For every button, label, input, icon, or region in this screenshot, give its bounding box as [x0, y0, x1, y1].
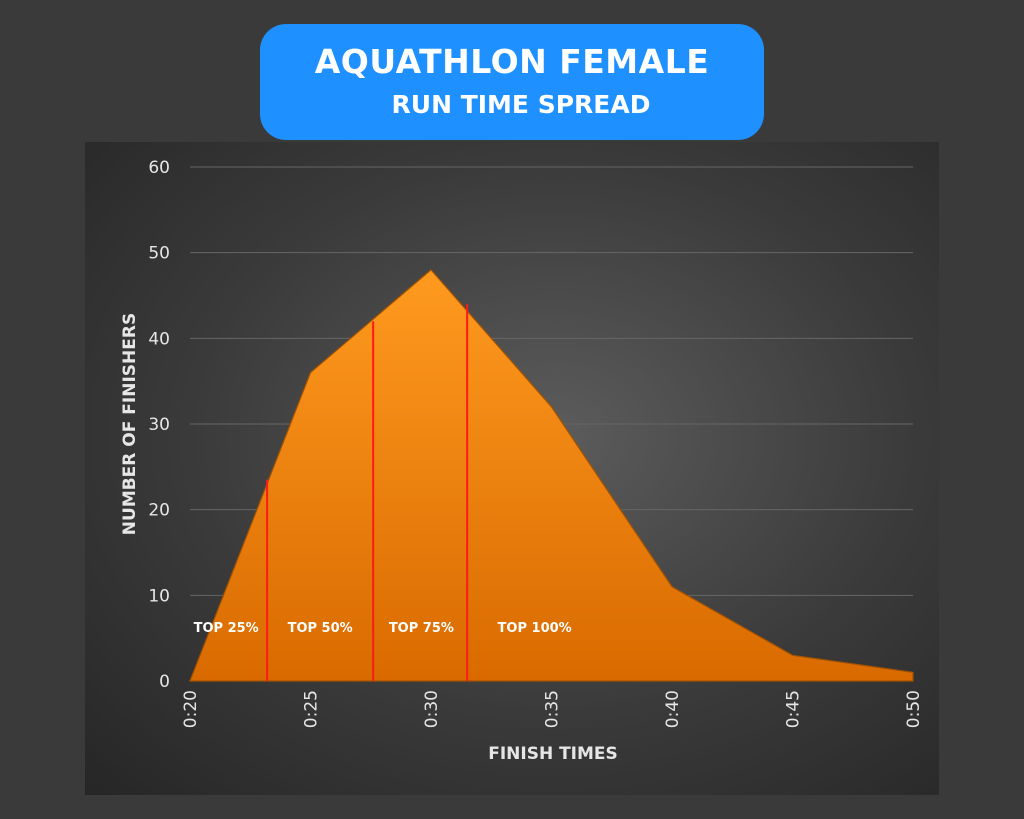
chart-subtitle: RUN TIME SPREAD: [391, 90, 651, 119]
y-tick-label: 10: [148, 586, 170, 606]
band-label: TOP 25%: [194, 621, 259, 636]
y-axis-title: NUMBER OF FINISHERS: [120, 313, 140, 535]
x-tick-label: 0:50: [904, 690, 924, 728]
band-label: TOP 100%: [498, 621, 572, 636]
x-tick-label: 0:40: [663, 690, 683, 728]
y-tick-label: 20: [148, 501, 170, 521]
y-tick-label: 30: [148, 415, 170, 435]
area-series: [189, 268, 914, 682]
y-tick-label: 60: [148, 158, 170, 178]
x-axis-title: FINISH TIMES: [488, 744, 618, 764]
y-tick-label: 0: [159, 672, 170, 692]
percentile-dividers: [266, 304, 469, 681]
band-label: TOP 50%: [288, 621, 353, 636]
x-axis-ticks: 0:20 0:25 0:30 0:35 0:40 0:45 0:50: [181, 690, 924, 728]
title-banner: AQUATHLON FEMALE RUN TIME SPREAD: [260, 24, 764, 140]
band-label: TOP 75%: [389, 621, 454, 636]
x-tick-label: 0:20: [181, 690, 201, 728]
x-tick-label: 0:25: [302, 690, 322, 728]
x-tick-label: 0:35: [543, 690, 563, 728]
y-tick-label: 40: [148, 329, 170, 349]
x-tick-label: 0:30: [422, 690, 442, 728]
chart-title: AQUATHLON FEMALE: [314, 42, 710, 81]
y-tick-label: 50: [148, 244, 170, 264]
band-labels: TOP 25% TOP 50% TOP 75% TOP 100%: [194, 621, 572, 636]
y-axis-ticks: 0 10 20 30 40 50 60: [148, 158, 170, 692]
series-area: [189, 268, 914, 682]
x-tick-label: 0:45: [784, 690, 804, 728]
